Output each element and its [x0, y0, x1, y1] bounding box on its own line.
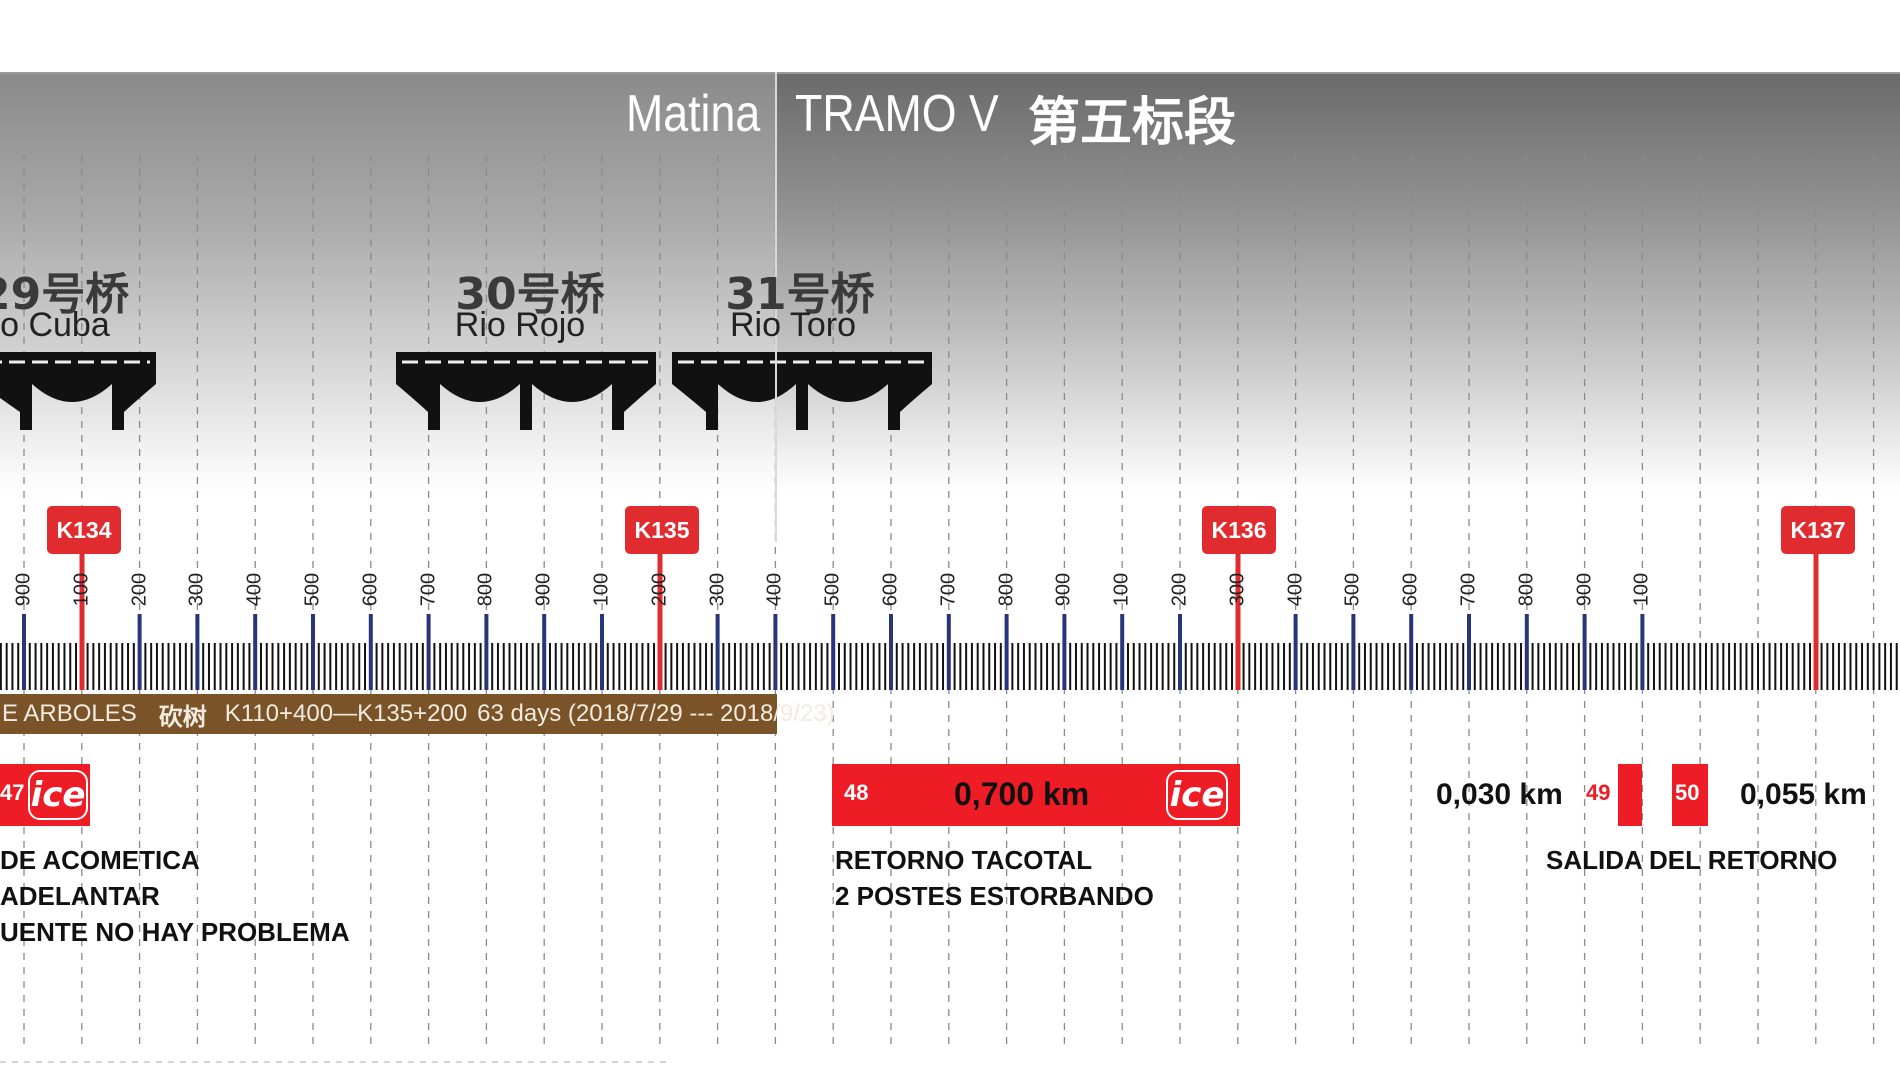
tick-label: 900 — [12, 572, 35, 607]
tick-label: 300 — [185, 572, 208, 607]
tick-label: 700 — [937, 572, 960, 607]
segment-49-length: 0,030 km — [1436, 778, 1563, 811]
bridge-30-title: 30号桥 — [455, 269, 605, 320]
tick-label: 600 — [879, 572, 902, 607]
tick-label: 800 — [474, 572, 497, 607]
bridge-31-name: Rio Toro — [730, 306, 856, 344]
note-right: SALIDA DEL RETORNO — [1546, 842, 1837, 878]
note-left-line-2: ADELANTAR — [0, 881, 160, 911]
bridge-29-icon — [0, 352, 156, 430]
tick-label: 400 — [763, 572, 786, 607]
segment-47-block: 47 ice — [0, 764, 90, 826]
tick-label: 600 — [359, 572, 382, 607]
segment-47-number: 47 — [0, 780, 25, 805]
section-divider — [775, 72, 777, 542]
tick-label: 100 — [70, 572, 93, 607]
tick-label: 900 — [1573, 572, 1596, 607]
place-title: Matina — [626, 85, 761, 143]
tick-label: 300 — [706, 572, 729, 607]
note-left: DE ACOMETICA ADELANTAR UENTE NO HAY PROB… — [0, 842, 350, 950]
tree-clearing-phase-bar: E ARBOLES 砍树 K110+400—K135+200 63 days (… — [0, 694, 835, 734]
tick-label: 400 — [243, 572, 266, 607]
segment-48-number: 48 — [844, 780, 869, 805]
segment-48-length: 0,700 km — [954, 776, 1090, 812]
note-left-line-1: DE ACOMETICA — [0, 845, 200, 875]
note-left-line-3: UENTE NO HAY PROBLEMA — [0, 917, 350, 947]
phase-duration: 63 days (2018/7/29 --- 2018/9/23) — [477, 700, 835, 727]
km-marker-k136: K136 — [1202, 506, 1276, 554]
header-background — [0, 72, 1900, 492]
segment-50-length: 0,055 km — [1740, 778, 1867, 811]
km-marker-k134: K134 — [47, 506, 121, 554]
segment-50-block: 50 — [1672, 764, 1708, 826]
tick-label: 200 — [128, 572, 151, 607]
tick-label: 900 — [1052, 572, 1075, 607]
chainage-ruler — [0, 552, 1898, 690]
segment-49-block: 49 — [1580, 764, 1642, 826]
note-middle-line-2: 2 POSTES ESTORBANDO — [835, 881, 1154, 911]
segment-48-block: 48 0,700 km ice — [832, 764, 1240, 826]
ice-logo-icon: ice — [28, 770, 88, 820]
tick-label: 500 — [1341, 572, 1364, 607]
tick-label: 100 — [1630, 572, 1653, 607]
tick-label: 900 — [532, 572, 555, 607]
ice-logo-icon: ice — [1166, 770, 1228, 820]
dashed-gridlines — [0, 155, 1875, 1063]
tick-label: 800 — [995, 572, 1018, 607]
note-middle: RETORNO TACOTAL 2 POSTES ESTORBANDO — [835, 842, 1154, 914]
bridge-30-icon — [396, 352, 656, 430]
tick-label: 100 — [1110, 572, 1133, 607]
tick-label: 200 — [1168, 572, 1191, 607]
segment-50-number: 50 — [1675, 780, 1700, 805]
km-marker-k135: K135 — [625, 506, 699, 554]
tick-label: 200 — [648, 572, 671, 607]
tick-label: 500 — [301, 572, 324, 607]
bridge-31-icon — [672, 352, 932, 430]
km-marker-k137: K137 — [1781, 506, 1855, 554]
bridge-29-title: 29号桥 — [0, 269, 130, 320]
phase-label-es: E ARBOLES — [2, 700, 137, 727]
tick-label: 600 — [1399, 572, 1422, 607]
note-right-line-1: SALIDA DEL RETORNO — [1546, 845, 1838, 875]
header-top-line — [0, 72, 1900, 74]
phase-label-zh: 砍树 — [158, 702, 207, 731]
note-middle-line-1: RETORNO TACOTAL — [835, 845, 1093, 875]
bridge-30-name: Rio Rojo — [454, 306, 586, 344]
phase-range: K110+400—K135+200 — [224, 700, 468, 727]
tick-label: 700 — [1457, 572, 1480, 607]
segment-49-number: 49 — [1586, 780, 1611, 805]
bridge-29-name: Rio Cuba — [0, 306, 110, 344]
bridge-icons — [0, 352, 932, 430]
bridge-31-title: 31号桥 — [725, 269, 875, 320]
tick-label: 700 — [417, 572, 440, 607]
tick-label: 400 — [1284, 572, 1307, 607]
tick-label: 300 — [1226, 572, 1249, 607]
tick-label: 100 — [590, 572, 613, 607]
tick-label: 800 — [1515, 572, 1538, 607]
tick-label: 500 — [821, 572, 844, 607]
section-title-zh: 第五标段 — [1028, 93, 1237, 153]
section-title: TRAMO V — [795, 85, 999, 143]
